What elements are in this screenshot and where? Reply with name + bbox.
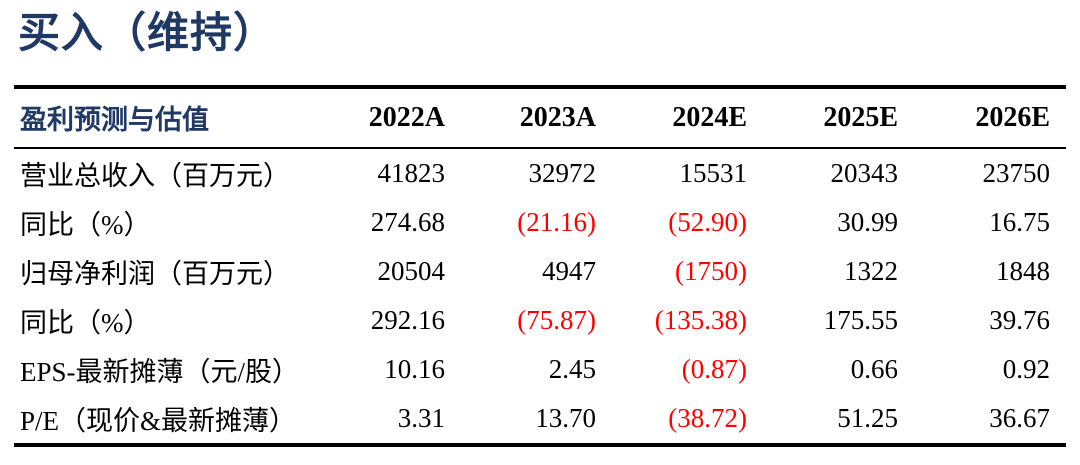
table-row: P/E（现价&最新摊薄） 3.31 13.70 (38.72) 51.25 36… — [14, 394, 1066, 445]
cell-value: (75.87) — [517, 304, 596, 335]
table-header-year: 2022A — [368, 101, 445, 133]
row-label: EPS-最新摊薄（元/股） — [20, 356, 300, 387]
table-row: EPS-最新摊薄（元/股） 10.16 2.45 (0.87) 0.66 0.9… — [14, 345, 1066, 394]
earnings-forecast-table: 盈利预测与估值 2022A 2023A 2024E 2025E 2026E 营业… — [14, 84, 1066, 447]
cell-value: (21.16) — [517, 206, 596, 237]
table-row: 归母净利润（百万元） 20504 4947 (1750) 1322 1848 — [14, 247, 1066, 296]
table-row: 同比（%） 274.68 (21.16) (52.90) 30.99 16.75 — [14, 198, 1066, 247]
table-header-metric-label: 盈利预测与估值 — [20, 105, 209, 135]
cell-value: (135.38) — [654, 304, 747, 335]
cell-value: 41823 — [377, 157, 446, 188]
cell-value: 0.66 — [850, 353, 898, 384]
cell-value: 32972 — [528, 157, 597, 188]
table-header-year: 2026E — [975, 101, 1050, 133]
table-header-row: 盈利预测与估值 2022A 2023A 2024E 2025E 2026E — [14, 87, 1066, 148]
cell-value: 3.31 — [397, 402, 445, 433]
row-label: 营业总收入（百万元） — [20, 160, 290, 191]
cell-value: 292.16 — [370, 304, 445, 335]
cell-value: 39.76 — [989, 304, 1050, 335]
row-label: P/E（现价&最新摊薄） — [20, 405, 297, 436]
cell-value: 10.16 — [384, 353, 445, 384]
cell-value: 175.55 — [823, 304, 898, 335]
table-row: 营业总收入（百万元） 41823 32972 15531 20343 23750 — [14, 148, 1066, 198]
cell-value: 1322 — [844, 255, 898, 286]
cell-value: 20504 — [377, 255, 446, 286]
cell-value: 23750 — [982, 157, 1051, 188]
rating-title: 买入（维持） — [18, 11, 277, 57]
cell-value: 15531 — [679, 157, 748, 188]
cell-value: 4947 — [542, 255, 596, 286]
cell-value: 0.92 — [1002, 353, 1050, 384]
cell-value: 36.67 — [989, 402, 1050, 433]
cell-value: (1750) — [675, 255, 747, 286]
cell-value: (0.87) — [681, 353, 747, 384]
table-header-year: 2023A — [519, 101, 596, 133]
row-label: 同比（%） — [20, 307, 151, 338]
cell-value: 51.25 — [837, 402, 898, 433]
cell-value: (52.90) — [668, 206, 747, 237]
cell-value: 274.68 — [370, 206, 445, 237]
row-label: 同比（%） — [20, 209, 151, 240]
cell-value: 1848 — [996, 255, 1050, 286]
cell-value: 30.99 — [837, 206, 898, 237]
row-label: 归母净利润（百万元） — [20, 258, 290, 289]
table-header-year: 2025E — [823, 101, 898, 133]
cell-value: 16.75 — [989, 206, 1050, 237]
cell-value: 13.70 — [535, 402, 596, 433]
cell-value: (38.72) — [668, 402, 747, 433]
report-snippet: 买入（维持） 盈利预测与估值 2022A 2023A 2024E 2025E 2… — [14, 11, 1066, 447]
cell-value: 2.45 — [548, 353, 596, 384]
cell-value: 20343 — [830, 157, 899, 188]
table-header-year: 2024E — [672, 101, 747, 133]
table-row: 同比（%） 292.16 (75.87) (135.38) 175.55 39.… — [14, 296, 1066, 345]
